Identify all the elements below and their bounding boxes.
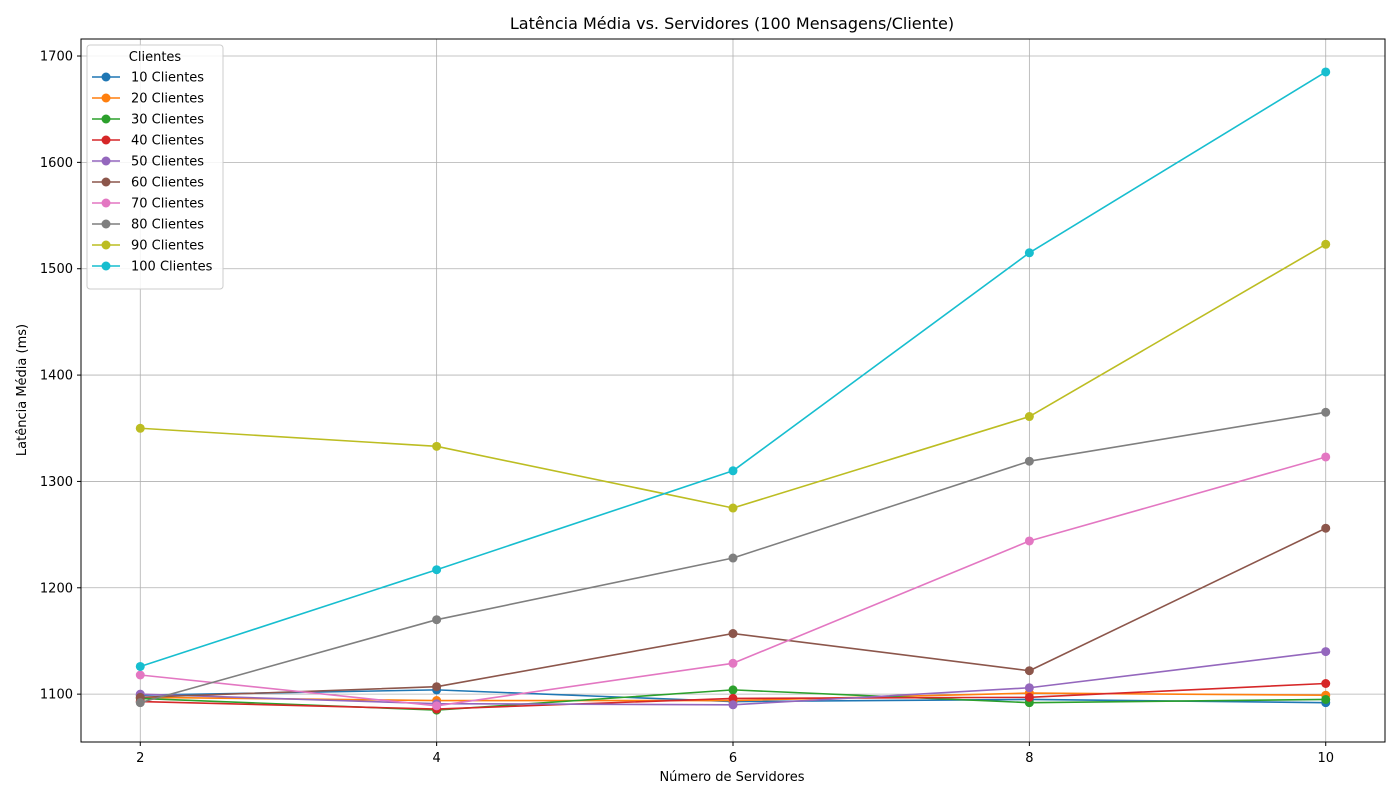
legend-items: 10 Clientes 20 Clientes 30 Clientes 40 Clie…: [92, 71, 213, 275]
legend-label: 40 Clientes: [131, 134, 204, 149]
data-point: [432, 441, 442, 451]
data-point: [728, 693, 738, 703]
series-80-clientes: [135, 407, 1331, 708]
data-point: [1321, 647, 1331, 657]
legend-item: 50 Clientes: [92, 155, 204, 170]
legend-item: 60 Clientes: [92, 176, 204, 191]
data-point: [1321, 407, 1331, 417]
data-point: [728, 658, 738, 668]
legend-label: 10 Clientes: [131, 71, 204, 86]
data-point: [728, 466, 738, 476]
data-point: [432, 682, 442, 692]
legend-label: 70 Clientes: [131, 197, 204, 212]
legend-item: 70 Clientes: [92, 197, 204, 212]
data-point: [1321, 679, 1331, 689]
legend-item: 10 Clientes: [92, 71, 204, 86]
data-point: [432, 701, 442, 711]
data-point: [432, 615, 442, 625]
legend-marker: [101, 261, 111, 271]
y-tick-label: 1600: [40, 156, 73, 171]
series-layer: [135, 67, 1331, 715]
x-axis-label: Número de Servidores: [659, 770, 804, 785]
legend-marker: [101, 93, 111, 103]
data-point: [728, 700, 738, 710]
y-tick-label: 1400: [40, 369, 73, 384]
data-point: [432, 565, 442, 575]
data-point: [1321, 452, 1331, 462]
legend: Clientes 10 Clientes 20 Clientes 30 Client…: [86, 44, 224, 290]
data-point: [728, 629, 738, 639]
data-point: [728, 553, 738, 563]
legend-marker: [101, 156, 111, 166]
legend-label: 90 Clientes: [131, 239, 204, 254]
chart-title: Latência Média vs. Servidores (100 Mensa…: [510, 14, 954, 33]
y-tick-label: 1200: [40, 581, 73, 596]
legend-item: 100 Clientes: [92, 260, 213, 275]
x-tick-label: 2: [136, 751, 144, 766]
legend-label: 50 Clientes: [131, 155, 204, 170]
data-point: [135, 698, 145, 708]
data-point: [1024, 666, 1034, 676]
x-tick-label: 8: [1025, 751, 1033, 766]
data-point: [1024, 412, 1034, 422]
legend-label: 60 Clientes: [131, 176, 204, 191]
data-point: [1321, 67, 1331, 77]
data-point: [1024, 683, 1034, 693]
series-100-clientes: [135, 67, 1331, 671]
data-point: [135, 670, 145, 680]
data-point: [728, 503, 738, 513]
data-point: [1321, 239, 1331, 249]
data-point: [1321, 523, 1331, 533]
data-point: [1024, 692, 1034, 702]
legend-marker: [101, 72, 111, 82]
y-axis-ticks: 1100 1200 1300 1400 1500 1600 1700: [40, 50, 81, 703]
legend-marker: [101, 114, 111, 124]
x-axis-ticks: 2 4 6 8 10: [136, 742, 1334, 766]
data-point: [1024, 536, 1034, 546]
legend-marker: [101, 240, 111, 250]
data-point: [728, 685, 738, 695]
x-tick-label: 10: [1317, 751, 1334, 766]
legend-item: 40 Clientes: [92, 134, 204, 149]
legend-label: 30 Clientes: [131, 113, 204, 128]
legend-marker: [101, 198, 111, 208]
legend-item: 20 Clientes: [92, 92, 204, 107]
legend-item: 30 Clientes: [92, 113, 204, 128]
legend-item: 90 Clientes: [92, 239, 204, 254]
series-90-clientes: [135, 239, 1331, 513]
y-tick-label: 1100: [40, 688, 73, 703]
data-point: [1024, 456, 1034, 466]
legend-marker: [101, 219, 111, 229]
legend-label: 100 Clientes: [131, 260, 213, 275]
data-point: [1321, 694, 1331, 704]
y-tick-label: 1300: [40, 475, 73, 490]
y-tick-label: 1700: [40, 50, 73, 65]
data-point: [135, 423, 145, 433]
data-point: [135, 661, 145, 671]
x-tick-label: 4: [432, 751, 440, 766]
x-tick-label: 6: [729, 751, 737, 766]
legend-item: 80 Clientes: [92, 218, 204, 233]
legend-marker: [101, 135, 111, 145]
y-axis-label: Latência Média (ms): [15, 324, 30, 456]
legend-marker: [101, 177, 111, 187]
legend-label: 80 Clientes: [131, 218, 204, 233]
legend-label: 20 Clientes: [131, 92, 204, 107]
data-point: [1024, 248, 1034, 258]
y-tick-label: 1500: [40, 262, 73, 277]
legend-title: Clientes: [129, 50, 182, 65]
legend-box: [86, 44, 224, 290]
series-70-clientes: [135, 452, 1331, 711]
